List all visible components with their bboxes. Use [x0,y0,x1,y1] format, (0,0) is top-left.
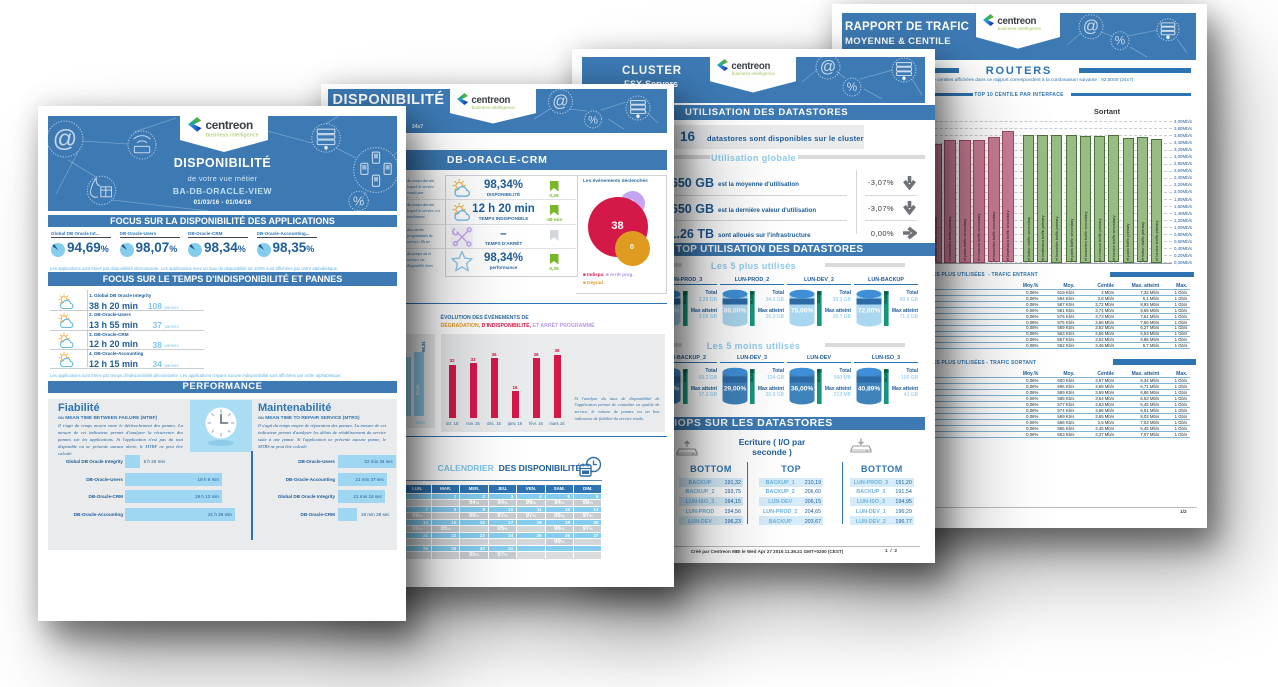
svg-text:@: @ [820,58,836,76]
svg-text:75,00%: 75,00% [791,308,814,315]
svg-text:centreon: centreon [997,16,1036,27]
svg-text:centreon: centreon [206,118,254,132]
svg-text:@: @ [53,126,78,153]
svg-text:@: @ [1083,18,1099,36]
svg-text:72,00%: 72,00% [858,308,881,315]
svg-text:%: % [1115,35,1125,48]
svg-text:business intelligence: business intelligence [997,26,1041,31]
svg-text:%: % [847,81,857,94]
svg-text:business intelligence: business intelligence [732,71,776,76]
svg-text:36,00%: 36,00% [791,386,814,393]
svg-text:40,89%: 40,89% [858,386,881,393]
svg-text:@: @ [552,93,568,111]
svg-text:%: % [588,114,598,126]
svg-text:86,00%: 86,00% [724,308,747,315]
svg-text:centreon: centreon [731,61,770,72]
svg-text:centreon: centreon [471,94,510,105]
svg-text:business intelligence: business intelligence [472,105,516,110]
svg-text:business intelligence: business intelligence [206,133,259,139]
svg-text:%: % [353,194,364,208]
svg-text:29,00%: 29,00% [724,386,747,393]
